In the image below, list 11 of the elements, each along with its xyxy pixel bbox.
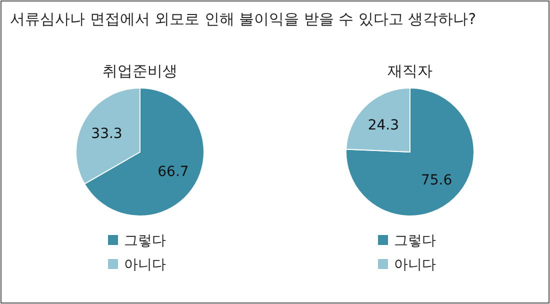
legend-label: 그렇다 (124, 233, 166, 249)
legend-label: 그렇다 (394, 233, 436, 249)
data-label: 33.3 (91, 126, 122, 142)
legend-label: 아니다 (124, 257, 166, 273)
data-label: 66.7 (158, 164, 189, 180)
text: 서류심사나 면접에서 외모로 인해 불이익을 받을 수 있다고 생각하나? (10, 10, 476, 28)
data-label: 24.3 (368, 117, 400, 134)
data-label: 75.6 (420, 172, 452, 189)
legend-label: 아니다 (394, 257, 436, 273)
chart-title: 재직자 (388, 62, 432, 80)
chart-subtitle: 취업준비생 (102, 62, 178, 80)
